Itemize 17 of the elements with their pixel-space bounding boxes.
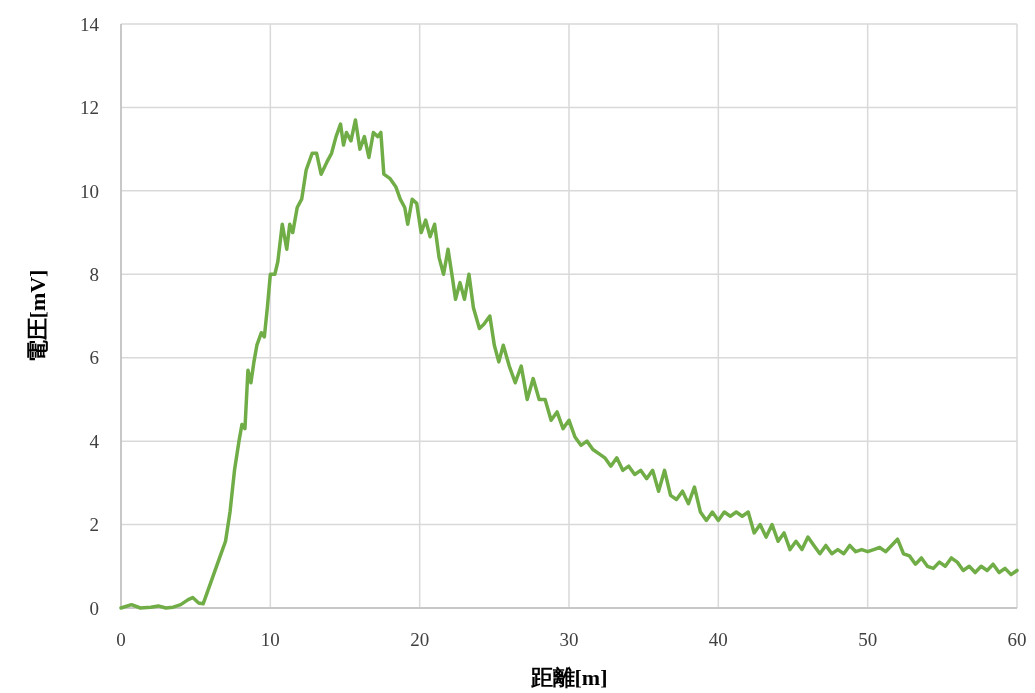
y-tick-label: 4 — [89, 430, 100, 452]
x-tick-label: 30 — [559, 629, 579, 650]
x-tick-label: 0 — [116, 629, 126, 650]
x-axis-title: 距離[m] — [529, 665, 608, 690]
y-axis-title: 電圧[mV] — [25, 269, 50, 363]
y-tick-label: 14 — [80, 13, 100, 35]
y-tick-label: 10 — [80, 180, 99, 202]
x-tick-label: 60 — [1007, 629, 1027, 650]
y-tick-label: 6 — [89, 347, 99, 369]
y-tick-label: 8 — [89, 263, 99, 285]
x-tick-label: 50 — [858, 629, 878, 650]
x-tick-label: 40 — [708, 629, 728, 650]
y-tick-label: 2 — [89, 514, 99, 536]
x-tick-label: 10 — [260, 629, 280, 650]
x-tick-label: 20 — [410, 629, 430, 650]
y-tick-label: 12 — [80, 97, 99, 119]
y-tick-label: 0 — [89, 597, 99, 619]
